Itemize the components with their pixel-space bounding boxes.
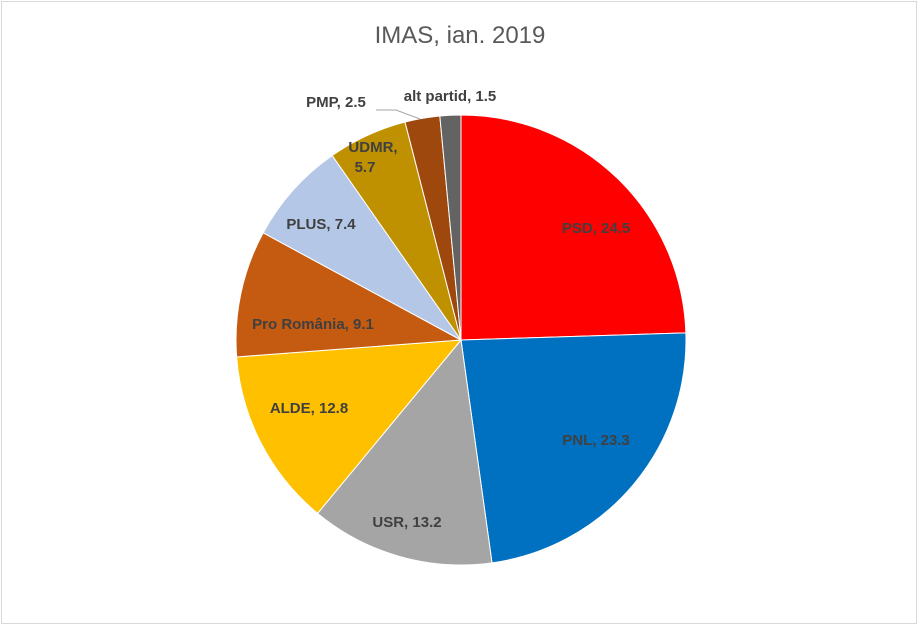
pie-slice-pro-rom-nia (235, 232, 463, 358)
data-label-udmr: UDMR, 5.7 (348, 139, 397, 176)
data-label-pnl: PNL, 23.3 (562, 432, 630, 449)
pie-slice-alde (236, 339, 463, 515)
data-label-pmp: PMP, 2.5 (306, 94, 366, 111)
pie-slice-plus (262, 154, 462, 341)
pie-slice-psd (460, 114, 687, 341)
data-label-psd: PSD, 24.5 (562, 220, 630, 237)
chart-title: IMAS, ian. 2019 (374, 22, 546, 49)
data-label-plus: PLUS, 7.4 (286, 216, 356, 233)
data-label-alt-partid: alt partid, 1.5 (404, 88, 497, 105)
pie-slice-pnl (460, 332, 687, 564)
pie-slice-alt-partid (439, 114, 462, 341)
data-label-usr: USR, 13.2 (372, 514, 441, 531)
leader-line-pmp (376, 109, 421, 120)
data-label-alde: ALDE, 12.8 (270, 400, 348, 417)
data-label-pro-rom-nia: Pro România, 9.1 (252, 316, 374, 333)
pie-slice-usr (316, 338, 493, 566)
